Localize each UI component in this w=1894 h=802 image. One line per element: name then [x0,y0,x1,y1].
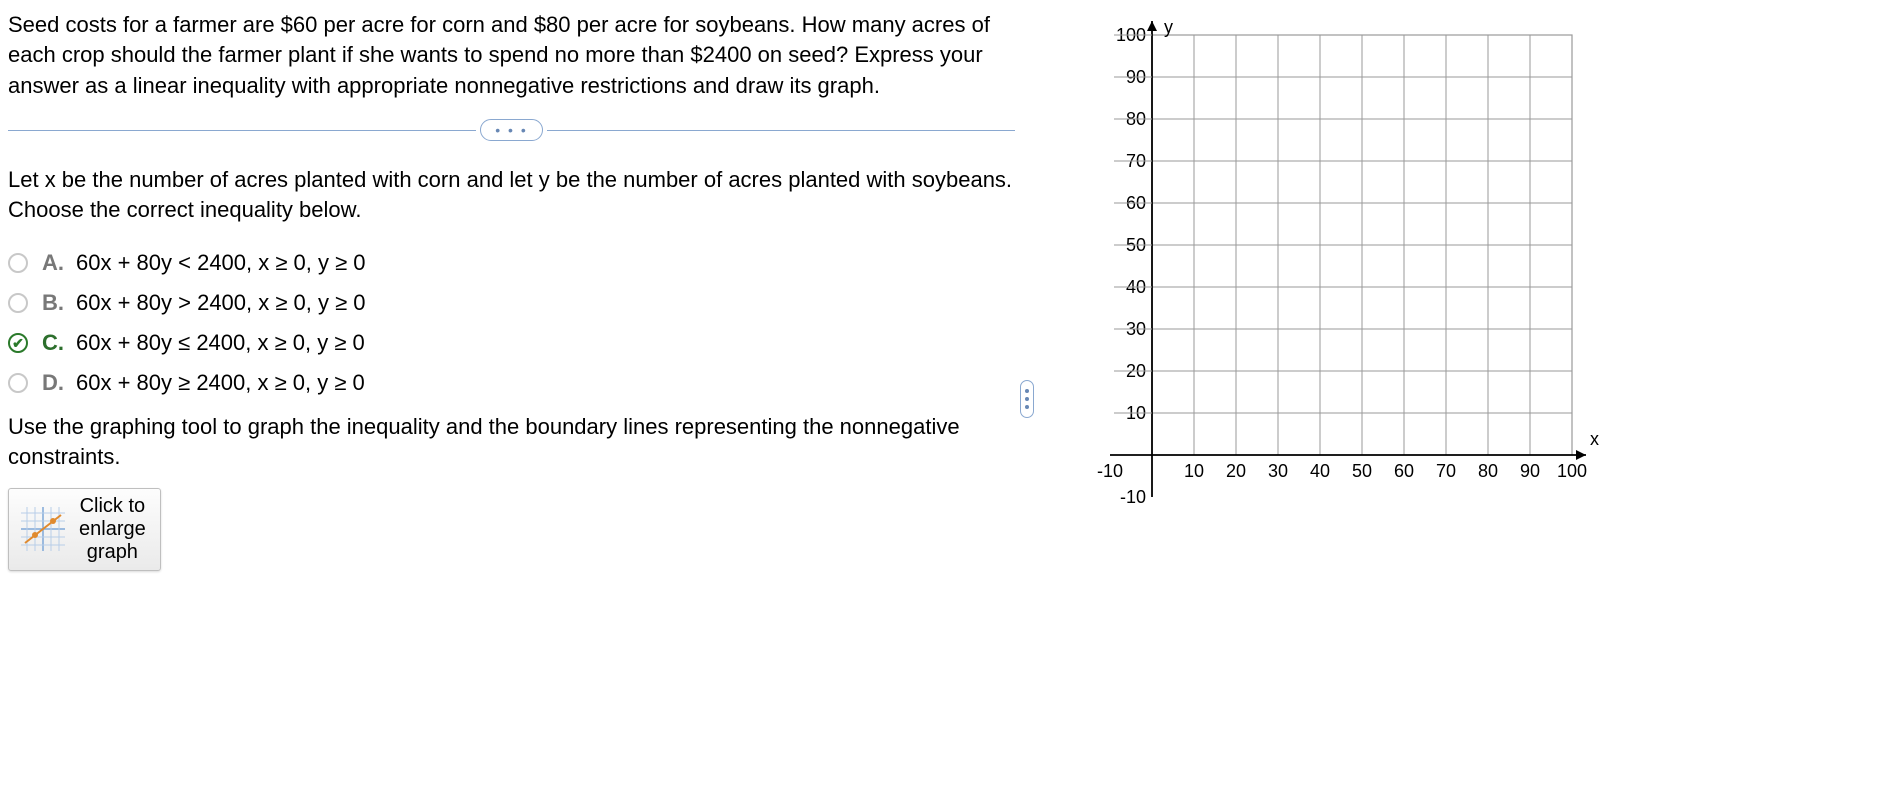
svg-text:y: y [1164,17,1173,37]
svg-text:-10: -10 [1097,461,1123,481]
option-letter: C. [42,330,66,356]
radio-icon[interactable] [8,253,28,273]
option-a[interactable]: A. 60x + 80y < 2400, x ≥ 0, y ≥ 0 [8,250,1015,276]
svg-text:x: x [1590,429,1599,449]
separator: • • • [8,119,1015,141]
option-letter: A. [42,250,66,276]
svg-text:10: 10 [1184,461,1204,481]
option-text: 60x + 80y ≤ 2400, x ≥ 0, y ≥ 0 [76,330,365,356]
option-letter: B. [42,290,66,316]
question-text: Seed costs for a farmer are $60 per acre… [8,10,1015,101]
svg-text:50: 50 [1352,461,1372,481]
svg-text:90: 90 [1520,461,1540,481]
svg-text:-10: -10 [1120,487,1146,507]
option-text: 60x + 80y > 2400, x ≥ 0, y ≥ 0 [76,290,366,316]
svg-text:70: 70 [1436,461,1456,481]
separator-line-left [8,130,476,131]
separator-line-right [547,130,1015,131]
option-c[interactable]: C. 60x + 80y ≤ 2400, x ≥ 0, y ≥ 0 [8,330,1015,356]
option-letter: D. [42,370,66,396]
svg-text:40: 40 [1310,461,1330,481]
option-b[interactable]: B. 60x + 80y > 2400, x ≥ 0, y ≥ 0 [8,290,1015,316]
option-text: 60x + 80y < 2400, x ≥ 0, y ≥ 0 [76,250,366,276]
option-text: 60x + 80y ≥ 2400, x ≥ 0, y ≥ 0 [76,370,365,396]
radio-icon[interactable] [8,373,28,393]
radio-icon[interactable] [8,293,28,313]
graph-icon [17,503,69,555]
enlarge-graph-button[interactable]: Click to enlarge graph [8,488,161,571]
radio-icon[interactable] [8,333,28,353]
options-group: A. 60x + 80y < 2400, x ≥ 0, y ≥ 0 B. 60x + … [8,250,1015,396]
svg-text:30: 30 [1268,461,1288,481]
svg-text:20: 20 [1226,461,1246,481]
graph-instruction: Use the graphing tool to graph the inequ… [8,412,1015,471]
svg-text:100: 100 [1557,461,1587,481]
coordinate-grid[interactable]: yx-10102030405060708090100-1010203040506… [1050,15,1870,545]
sub-instruction: Let x be the number of acres planted wit… [8,165,1015,224]
svg-text:80: 80 [1478,461,1498,481]
ellipsis-button[interactable]: • • • [480,119,542,141]
option-d[interactable]: D. 60x + 80y ≥ 2400, x ≥ 0, y ≥ 0 [8,370,1015,396]
enlarge-graph-label: Click to enlarge graph [79,495,146,564]
svg-text:60: 60 [1394,461,1414,481]
